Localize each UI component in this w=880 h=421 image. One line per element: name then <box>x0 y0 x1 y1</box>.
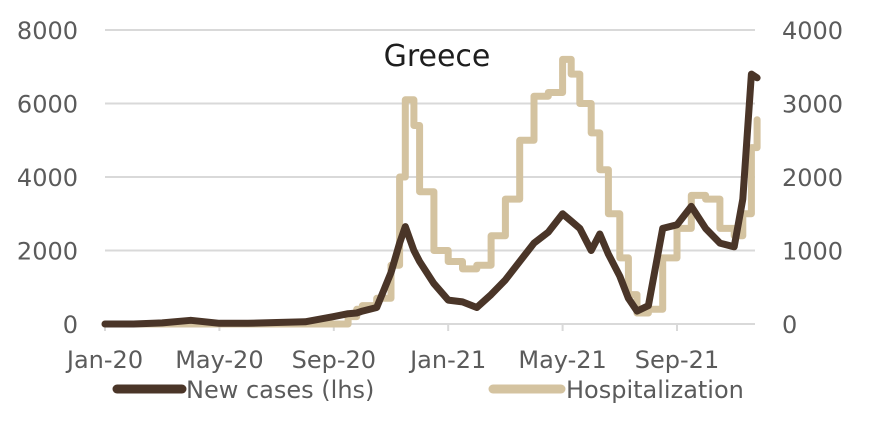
x-tick-label: Jan-20 <box>65 346 143 374</box>
series-lines <box>101 55 761 328</box>
y-right-tick-label: 4000 <box>782 17 843 45</box>
legend: New cases (lhs) Hospitalization <box>112 376 744 404</box>
x-tick-label: May-21 <box>518 346 606 374</box>
y-left-tick-label: 2000 <box>17 238 78 266</box>
line-new-cases <box>101 70 761 328</box>
y-axis-right: 0 1000 2000 3000 4000 <box>782 17 843 339</box>
x-tick-label: Sep-21 <box>635 346 719 374</box>
y-right-tick-label: 3000 <box>782 91 843 119</box>
x-axis: Jan-20 May-20 Sep-20 Jan-21 May-21 Sep-21 <box>65 324 719 374</box>
x-tick-label: Jan-21 <box>408 346 486 374</box>
x-tick-label: Sep-20 <box>292 346 376 374</box>
y-left-tick-label: 6000 <box>17 91 78 119</box>
y-axis-left: 0 2000 4000 6000 8000 <box>17 17 78 339</box>
legend-label-new-cases: New cases (lhs) <box>186 376 374 404</box>
y-left-tick-label: 8000 <box>17 17 78 45</box>
y-right-tick-label: 2000 <box>782 164 843 192</box>
x-tick-label: May-20 <box>175 346 263 374</box>
y-right-tick-label: 1000 <box>782 238 843 266</box>
legend-label-hospitalization: Hospitalization <box>566 376 744 404</box>
gridlines <box>105 29 755 325</box>
y-left-tick-label: 0 <box>63 311 78 339</box>
y-right-tick-label: 0 <box>782 311 797 339</box>
y-left-tick-label: 4000 <box>17 164 78 192</box>
chart-title: Greece <box>384 39 491 74</box>
